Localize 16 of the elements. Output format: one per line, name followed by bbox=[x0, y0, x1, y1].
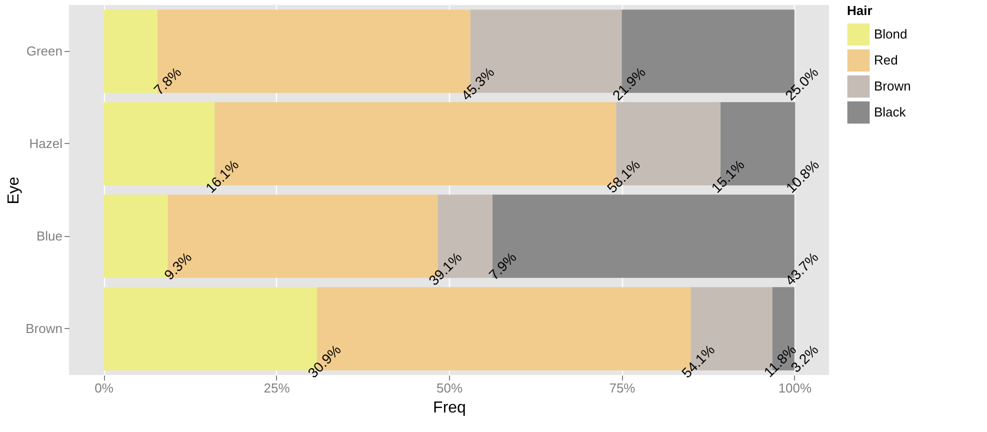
x-axis-title: Freq bbox=[433, 400, 466, 416]
x-tick-label: 0% bbox=[94, 380, 114, 396]
x-tick-label: 50% bbox=[436, 380, 463, 396]
legend-label: Brown bbox=[874, 78, 911, 94]
y-tick-label: Hazel bbox=[29, 136, 63, 151]
legend-label: Black bbox=[874, 104, 906, 120]
x-tick-label: 75% bbox=[609, 380, 636, 396]
legend-title: Hair bbox=[847, 3, 872, 18]
y-tick-label: Green bbox=[26, 43, 62, 58]
y-tick-label: Blue bbox=[36, 228, 62, 244]
y-axis-title: Eye bbox=[6, 176, 23, 204]
legend-label: Red bbox=[874, 52, 898, 68]
x-tick-label: 25% bbox=[264, 380, 290, 396]
x-tick-label: 100% bbox=[778, 380, 812, 396]
y-tick-label: Brown bbox=[26, 320, 62, 336]
legend-label: Blond bbox=[874, 26, 908, 42]
